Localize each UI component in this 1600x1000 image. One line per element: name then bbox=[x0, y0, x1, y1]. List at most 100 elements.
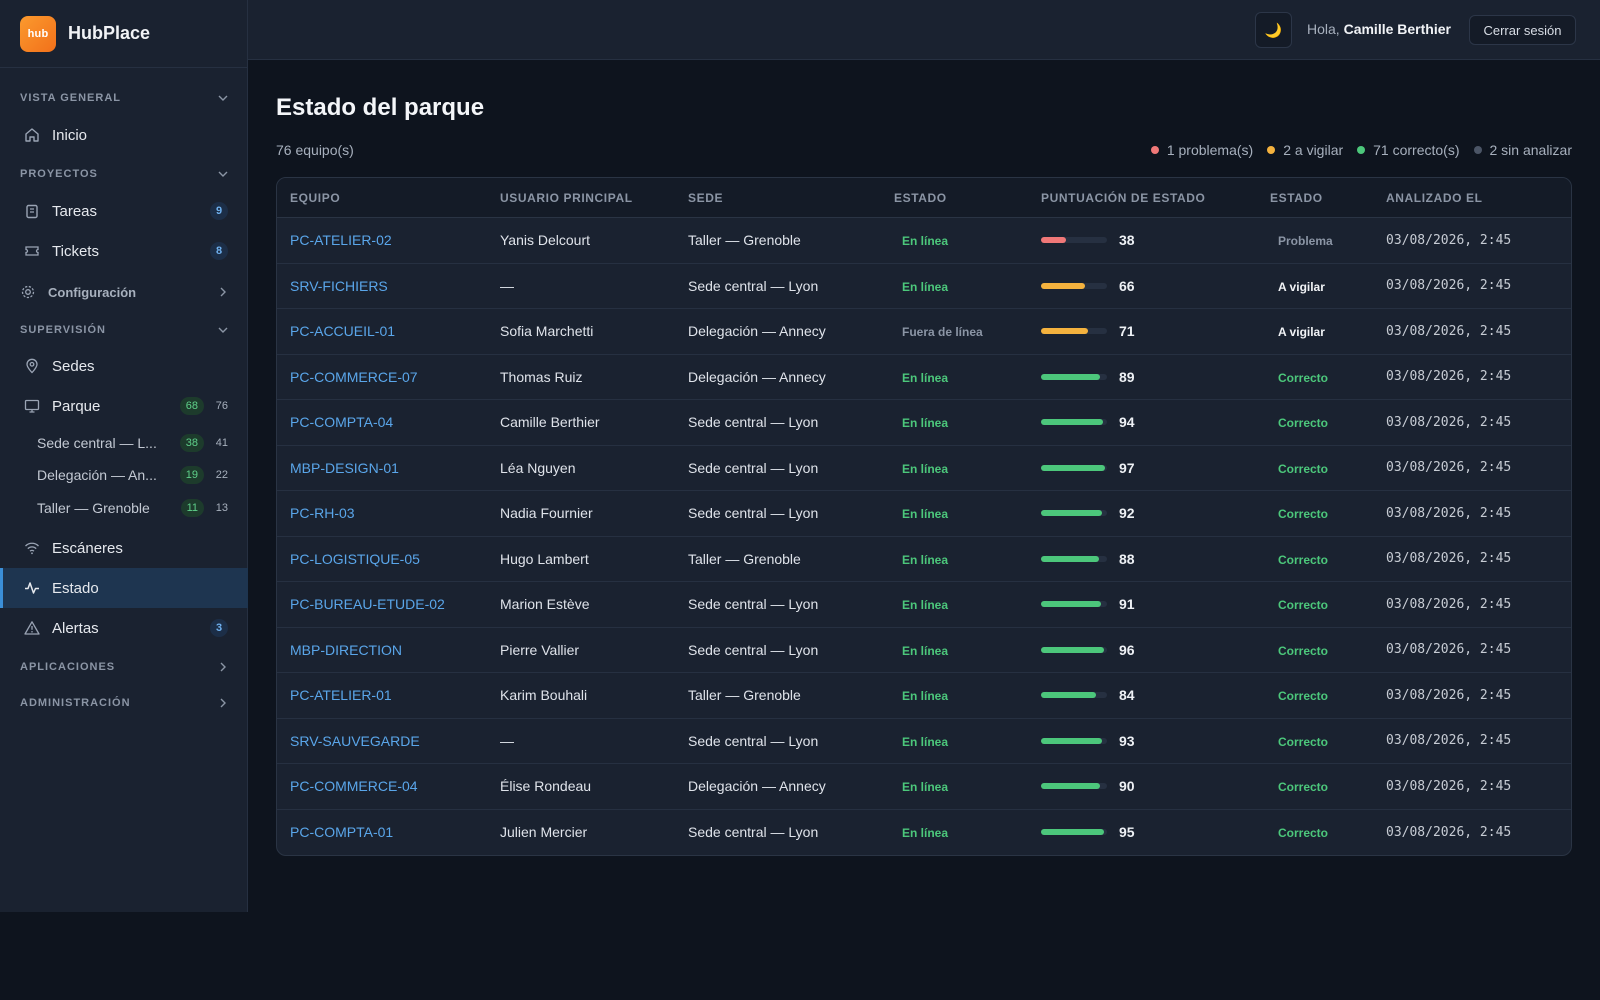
table-row[interactable]: MBP-DIRECTION Pierre Vallier Sede central … bbox=[277, 628, 1571, 673]
equipo-link[interactable]: MBP-DIRECTION bbox=[290, 641, 402, 658]
table-row[interactable]: MBP-DESIGN-01 Léa Nguyen Sede central — Ly… bbox=[277, 446, 1571, 491]
table-row[interactable]: SRV-SAUVEGARDE — Sede central — Lyon En lín… bbox=[277, 719, 1571, 764]
sede-cell: Taller — Grenoble bbox=[688, 550, 801, 567]
section-vista-general[interactable]: VISTA GENERAL bbox=[0, 88, 248, 108]
table-row[interactable]: PC-ATELIER-01 Karim Bouhali Taller — Greno… bbox=[277, 673, 1571, 719]
equipo-link[interactable]: PC-BUREAU-ETUDE-02 bbox=[290, 596, 445, 613]
score-bar-fill bbox=[1041, 464, 1106, 471]
table-row[interactable]: PC-COMMERCE-04 Élise Rondeau Delegación — … bbox=[277, 764, 1571, 810]
ok-count-badge: 11 bbox=[180, 499, 204, 517]
sidebar-item-inicio[interactable]: Inicio bbox=[0, 115, 248, 155]
status-badge: A vigilar bbox=[1278, 325, 1325, 340]
column-header-conexion[interactable]: ESTADO bbox=[894, 190, 947, 205]
estado-cell: Correcto bbox=[1270, 733, 1386, 749]
status-badge: Correcto bbox=[1278, 598, 1329, 613]
logout-button[interactable]: Cerrar sesión bbox=[1469, 15, 1576, 45]
table-row[interactable]: PC-ATELIER-02 Yanis Delcourt Taller — Gren… bbox=[277, 218, 1571, 264]
analizado-cell: 03/08/2026, 2:45 bbox=[1386, 687, 1512, 703]
connection-badge: En línea bbox=[902, 507, 949, 522]
devices-table: EQUIPO USUARIO PRINCIPAL SEDE ESTADO PUN… bbox=[276, 177, 1572, 856]
column-header-estado[interactable]: ESTADO bbox=[1270, 190, 1323, 205]
conexion-cell: En línea bbox=[894, 505, 1041, 521]
score-value: 89 bbox=[1119, 368, 1135, 385]
analizado-cell: 03/08/2026, 2:45 bbox=[1386, 642, 1512, 658]
equipo-cell: PC-LOGISTIQUE-05 bbox=[277, 551, 500, 567]
sidebar-item-configuracion[interactable]: Configuración bbox=[0, 272, 248, 312]
table-row[interactable]: PC-COMMERCE-07 Thomas Ruiz Delegación — An… bbox=[277, 355, 1571, 400]
brand[interactable]: hub HubPlace bbox=[0, 0, 247, 68]
equipo-link[interactable]: SRV-SAUVEGARDE bbox=[290, 732, 420, 749]
equipo-link[interactable]: PC-RH-03 bbox=[290, 505, 355, 522]
theme-toggle-button[interactable]: 🌙 bbox=[1255, 12, 1292, 48]
table-row[interactable]: SRV-FICHIERS — Sede central — Lyon En línea… bbox=[277, 264, 1571, 309]
total-count: 76 bbox=[215, 400, 228, 412]
chevron-down-icon bbox=[218, 95, 228, 101]
equipo-cell: PC-ATELIER-02 bbox=[277, 232, 500, 248]
table-row[interactable]: PC-RH-03 Nadia Fournier Sede central — Lyo… bbox=[277, 491, 1571, 537]
table-row[interactable]: PC-COMPTA-04 Camille Berthier Sede central… bbox=[277, 400, 1571, 446]
score-cell: 97 bbox=[1041, 460, 1270, 476]
column-header-sede[interactable]: SEDE bbox=[688, 190, 724, 205]
sidebar-item-parque[interactable]: Parque 68 76 bbox=[0, 386, 248, 426]
column-header-usuario[interactable]: USUARIO PRINCIPAL bbox=[500, 190, 633, 205]
equipo-cell: PC-COMPTA-04 bbox=[277, 414, 500, 430]
score-bar-fill bbox=[1041, 737, 1103, 744]
equipo-link[interactable]: SRV-FICHIERS bbox=[290, 277, 388, 294]
equipo-link[interactable]: MBP-DESIGN-01 bbox=[290, 459, 399, 476]
connection-badge: En línea bbox=[902, 598, 949, 613]
usuario-cell: Thomas Ruiz bbox=[500, 368, 583, 385]
sidebar-item-alertas[interactable]: Alertas 3 bbox=[0, 608, 248, 648]
sidebar-item-label: Escáneres bbox=[52, 539, 123, 557]
table-row[interactable]: PC-COMPTA-01 Julien Mercier Sede central —… bbox=[277, 810, 1571, 856]
page-title: Estado del parque bbox=[276, 94, 485, 121]
section-proyectos[interactable]: PROYECTOS bbox=[0, 164, 248, 184]
sidebar-item-estado[interactable]: Estado bbox=[0, 568, 248, 608]
equipo-link[interactable]: PC-COMPTA-04 bbox=[290, 414, 394, 431]
score-bar bbox=[1041, 646, 1107, 653]
table-row[interactable]: PC-LOGISTIQUE-05 Hugo Lambert Taller — Gre… bbox=[277, 537, 1571, 582]
sede-cell: Sede central — Lyon bbox=[688, 414, 819, 431]
connection-badge: En línea bbox=[902, 370, 949, 385]
sede-cell: Taller — Grenoble bbox=[688, 687, 801, 704]
user-greeting: Hola, Camille Berthier bbox=[1307, 21, 1451, 37]
sidebar-subitem-sede-central[interactable]: Sede central — L... 38 41 bbox=[0, 427, 248, 459]
score-cell: 95 bbox=[1041, 824, 1270, 840]
ticket-icon bbox=[24, 243, 40, 259]
equipo-link[interactable]: PC-ATELIER-02 bbox=[290, 232, 392, 249]
connection-badge: En línea bbox=[902, 643, 949, 658]
usuario-cell: — bbox=[500, 277, 514, 294]
activity-icon bbox=[24, 580, 40, 596]
legend-dot bbox=[1150, 146, 1159, 154]
sidebar-item-tickets[interactable]: Tickets 8 bbox=[0, 231, 248, 271]
equipo-link[interactable]: PC-LOGISTIQUE-05 bbox=[290, 550, 420, 567]
sidebar-subitem-taller[interactable]: Taller — Grenoble 11 13 bbox=[0, 492, 248, 524]
table-row[interactable]: PC-BUREAU-ETUDE-02 Marion Estève Sede cent… bbox=[277, 582, 1571, 628]
legend-label: 1 problema(s) bbox=[1166, 142, 1254, 158]
equipo-link[interactable]: PC-ACCUEIL-01 bbox=[290, 323, 396, 340]
status-badge: Correcto bbox=[1278, 370, 1329, 385]
table-row[interactable]: PC-ACCUEIL-01 Sofia Marchetti Delegación —… bbox=[277, 309, 1571, 355]
total-count: 22 bbox=[215, 469, 228, 481]
section-administracion[interactable]: ADMINISTRACIÓN bbox=[0, 693, 248, 713]
sidebar-item-escaneres[interactable]: Escáneres bbox=[0, 528, 248, 568]
sidebar-item-tareas[interactable]: Tareas 9 bbox=[0, 191, 248, 231]
equipo-link[interactable]: PC-COMMERCE-07 bbox=[290, 368, 418, 385]
chevron-right-icon bbox=[220, 287, 226, 297]
section-supervision[interactable]: SUPERVISIÓN bbox=[0, 320, 248, 340]
sidebar-item-sedes[interactable]: Sedes bbox=[0, 346, 248, 386]
column-header-equipo[interactable]: EQUIPO bbox=[290, 190, 341, 205]
section-aplicaciones[interactable]: APLICACIONES bbox=[0, 657, 248, 677]
estado-cell: Correcto bbox=[1270, 596, 1386, 612]
equipo-link[interactable]: PC-COMMERCE-04 bbox=[290, 778, 418, 795]
equipo-link[interactable]: PC-ATELIER-01 bbox=[290, 687, 392, 704]
gear-icon bbox=[20, 284, 36, 300]
column-header-puntuacion[interactable]: PUNTUACIÓN DE ESTADO bbox=[1041, 190, 1206, 205]
analizado-cell: 03/08/2026, 2:45 bbox=[1386, 369, 1512, 385]
column-header-analizado[interactable]: ANALIZADO EL bbox=[1386, 190, 1483, 205]
sidebar-subitem-delegacion[interactable]: Delegación — An... 19 22 bbox=[0, 459, 248, 491]
score-bar bbox=[1041, 555, 1107, 562]
home-icon bbox=[24, 127, 40, 143]
equipo-link[interactable]: PC-COMPTA-01 bbox=[290, 824, 394, 841]
table-header: EQUIPO USUARIO PRINCIPAL SEDE ESTADO PUN… bbox=[277, 178, 1571, 218]
score-cell: 96 bbox=[1041, 642, 1270, 658]
